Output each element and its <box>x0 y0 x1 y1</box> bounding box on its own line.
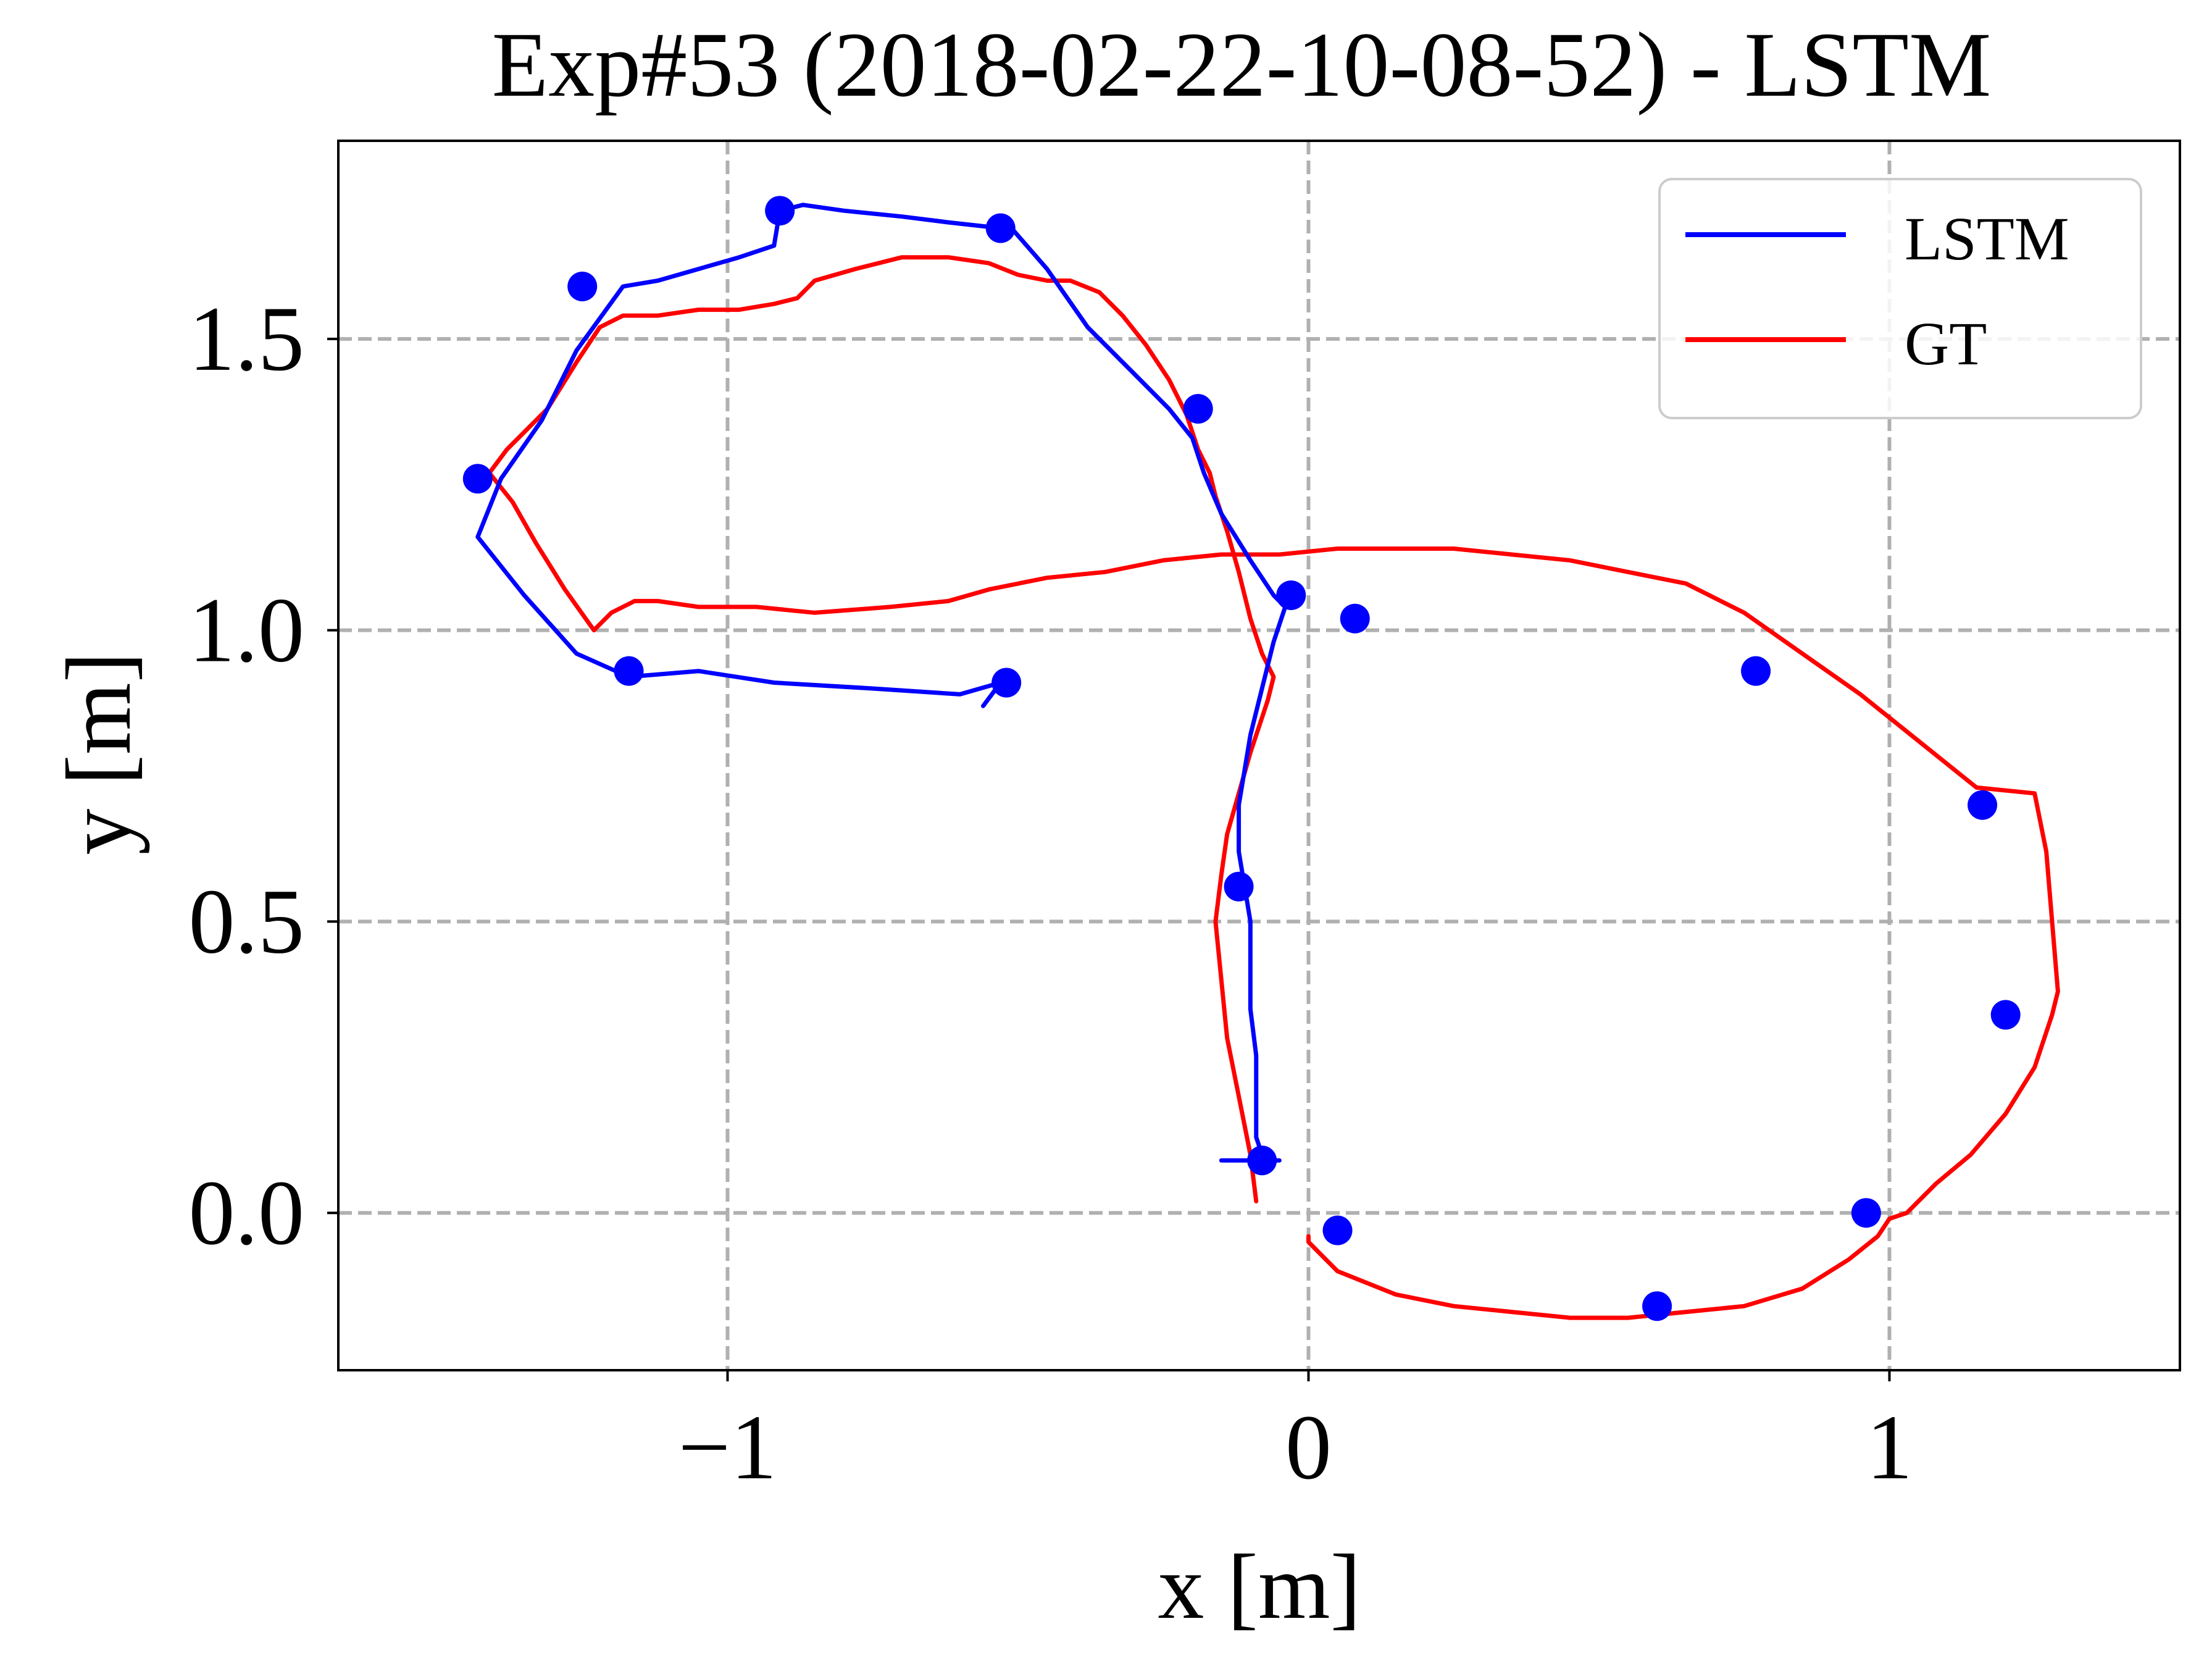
lstm-marker <box>567 271 598 301</box>
lstm-marker <box>985 213 1016 243</box>
lstm-marker <box>1224 871 1254 902</box>
y-tick-label: 1.5 <box>189 288 305 390</box>
legend: LSTM GT <box>1658 178 2142 419</box>
series-line-lstm <box>475 203 1288 1163</box>
lstm-marker <box>1968 790 1998 820</box>
y-tick-label: 1.0 <box>189 579 305 682</box>
lstm-marker <box>1642 1291 1672 1321</box>
legend-label-lstm: LSTM <box>1905 204 2069 273</box>
y-tick-label: 0.0 <box>189 1162 305 1264</box>
chart-title: Exp#53 (2018-02-22-10-08-52) - LSTM <box>492 14 1992 116</box>
lstm-marker <box>1247 1145 1277 1176</box>
lstm-marker <box>614 656 644 686</box>
series-line-gt <box>487 255 2060 1320</box>
lstm-marker <box>1322 1215 1353 1245</box>
y-tick-label: 0.5 <box>189 870 305 973</box>
x-tick-label: −1 <box>678 1396 777 1499</box>
plot-frame <box>337 140 2181 1371</box>
series-layer <box>462 196 2060 1321</box>
lstm-marker <box>1276 580 1306 611</box>
legend-label-gt: GT <box>1905 309 1987 378</box>
x-tick-label: 1 <box>1866 1396 1913 1499</box>
lstm-marker <box>462 464 493 494</box>
lstm-marker <box>1851 1198 1881 1228</box>
lstm-marker <box>1183 394 1213 424</box>
ticks: −1 0 1 0.0 0.5 1.0 1.5 <box>189 288 1913 1499</box>
lstm-marker <box>991 668 1022 698</box>
lstm-marker <box>1741 656 1771 686</box>
lstm-marker <box>1990 1000 2021 1030</box>
y-axis-label: y [m] <box>48 651 150 855</box>
lstm-marker <box>765 196 795 226</box>
x-tick-label: 0 <box>1285 1396 1332 1499</box>
legend-box <box>1658 178 2142 419</box>
x-axis-label: x [m] <box>1158 1536 1361 1638</box>
lstm-marker <box>1340 603 1370 634</box>
